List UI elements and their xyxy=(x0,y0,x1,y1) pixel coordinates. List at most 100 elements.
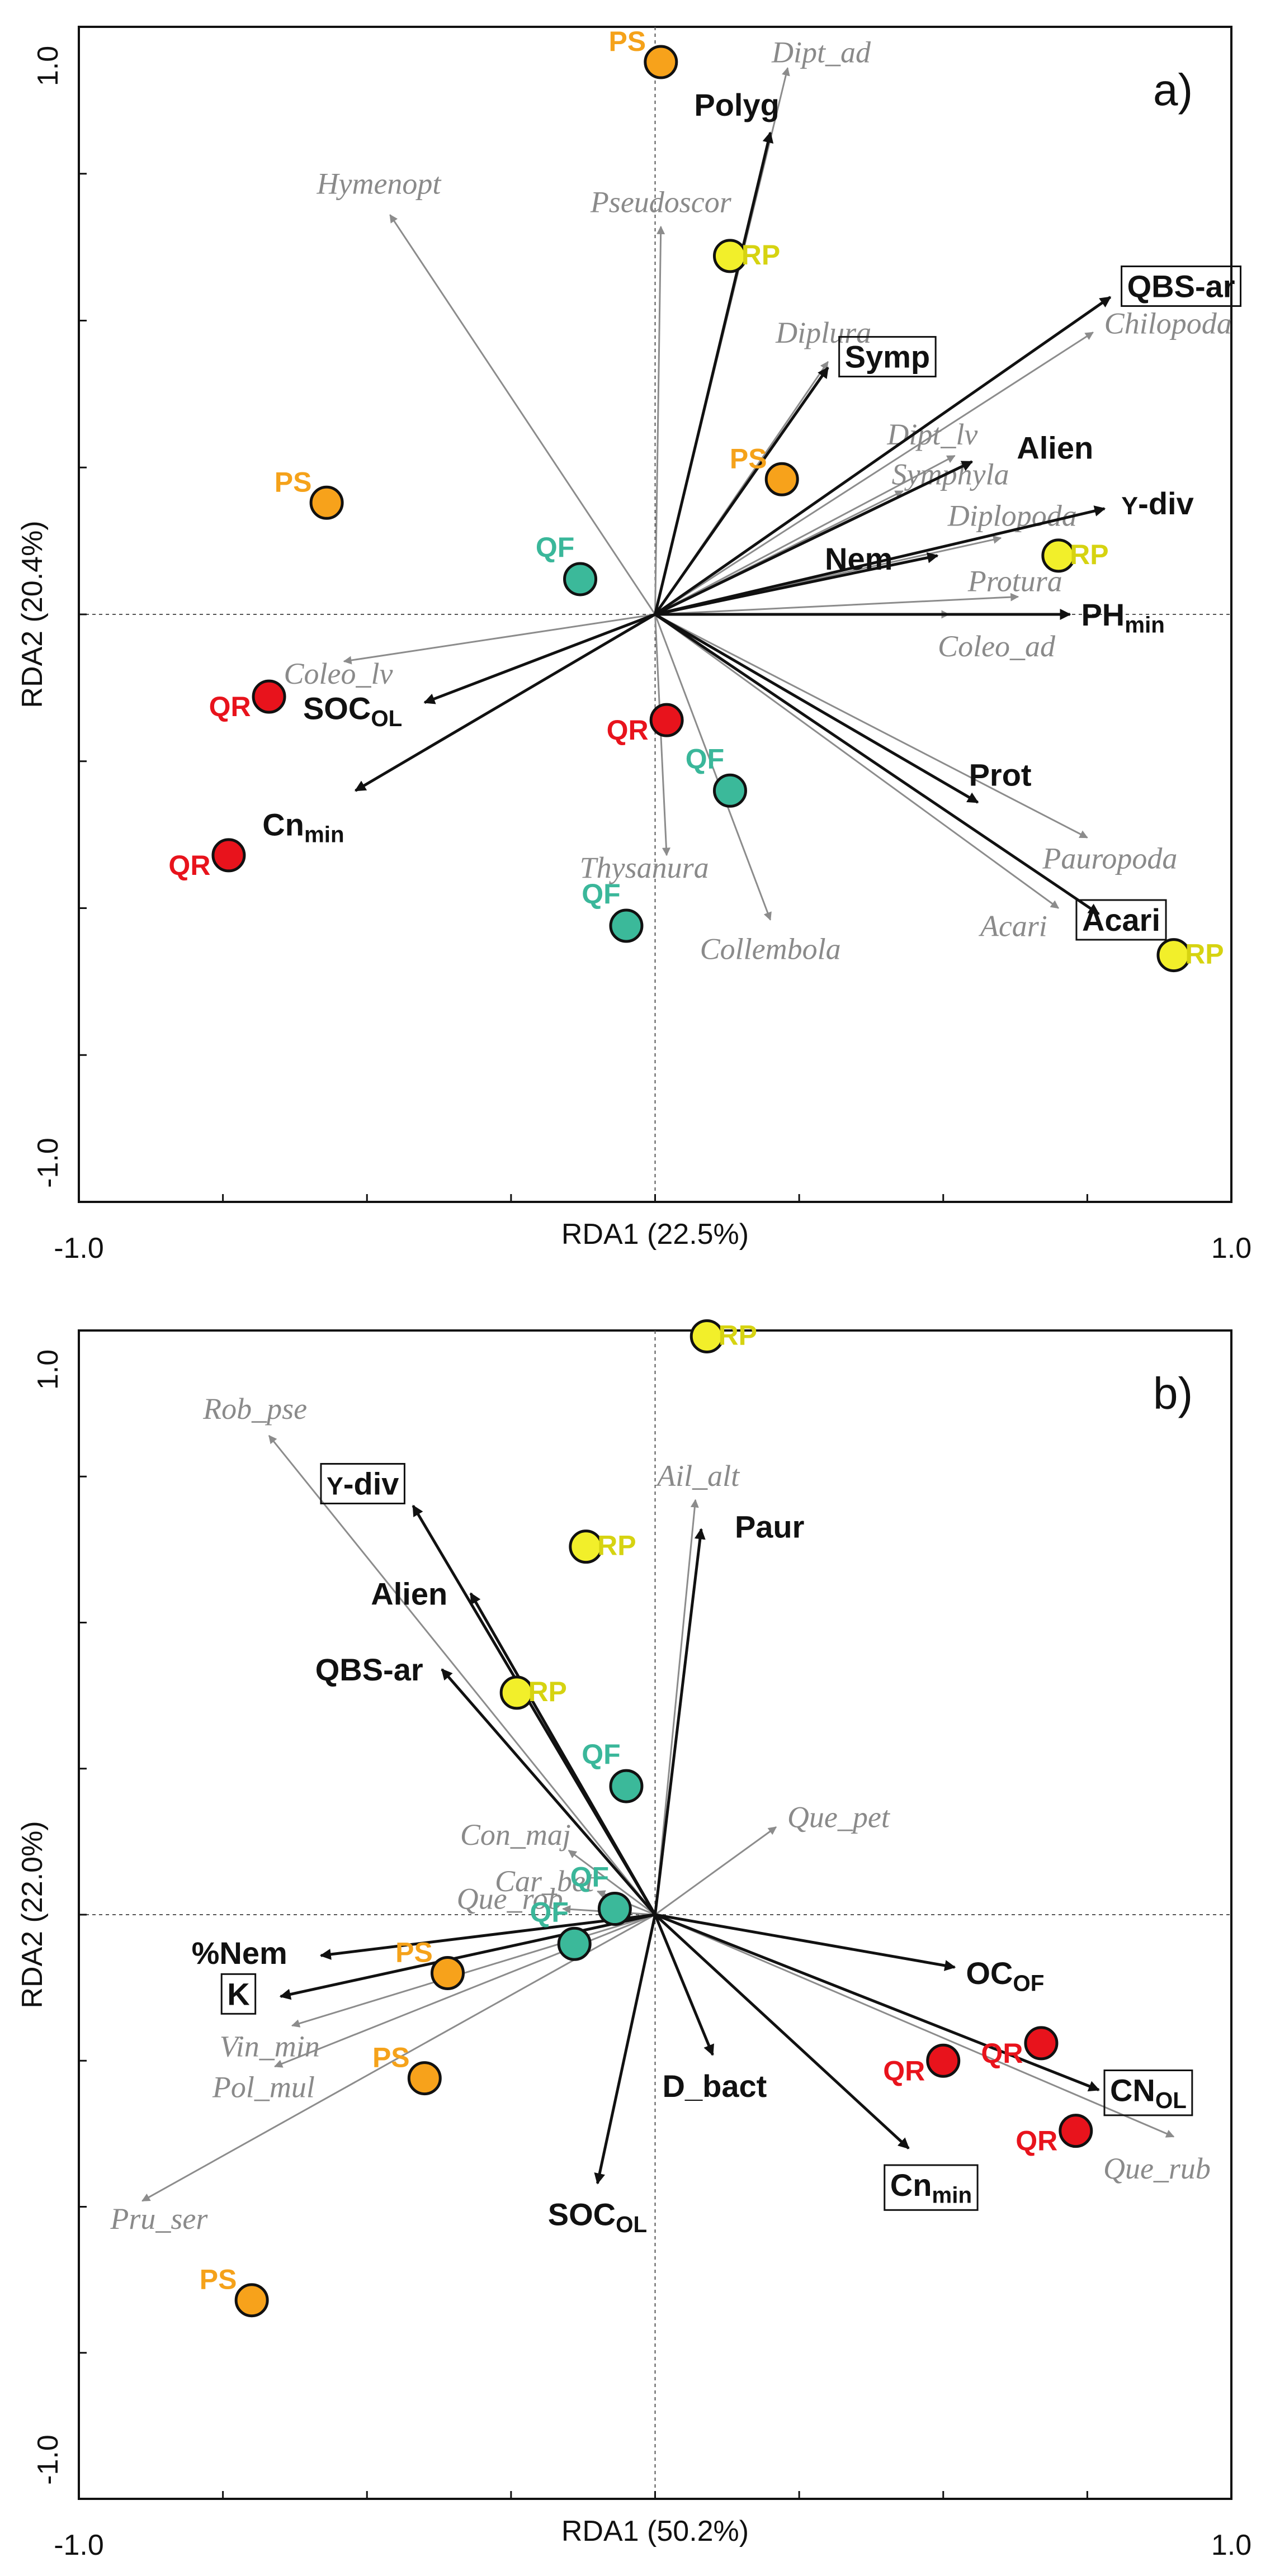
site-point xyxy=(649,703,684,737)
species-label: Car_bet xyxy=(495,1864,595,1898)
species-label: Symphyla xyxy=(892,457,1009,491)
site-point xyxy=(926,2043,961,2078)
species-arrow xyxy=(654,614,772,921)
site-label: RP xyxy=(1070,539,1108,570)
site-label: RP xyxy=(742,239,780,271)
species-arrow xyxy=(273,1914,656,2068)
site-point xyxy=(609,908,644,943)
species-label: Hymenopt xyxy=(317,167,442,200)
species-label: Coleo_ad xyxy=(938,629,1056,663)
env-arrow xyxy=(654,296,1112,616)
site-point xyxy=(609,1769,644,1803)
y-axis-label: RDA2 (20.4%) xyxy=(16,520,49,708)
species-arrow xyxy=(568,1849,656,1916)
species-arrow xyxy=(654,613,1060,909)
site-point xyxy=(309,485,344,520)
species-arrow xyxy=(654,1826,777,1916)
env-arrow xyxy=(654,613,979,804)
x-tick-label: -1.0 xyxy=(54,2529,104,2561)
site-point xyxy=(1059,2114,1093,2148)
site-point xyxy=(234,2283,269,2318)
species-arrow xyxy=(291,1914,655,2028)
site-point xyxy=(1024,2026,1059,2061)
site-point xyxy=(712,773,747,808)
site-point xyxy=(557,1926,592,1961)
site-label: PS xyxy=(730,443,767,474)
site-label: PS xyxy=(275,466,312,498)
species-label: Pol_mul xyxy=(212,2071,315,2104)
site-point xyxy=(597,1892,632,1926)
env-label: Y-div xyxy=(1121,486,1193,521)
site-point xyxy=(252,679,286,714)
site-label: QR xyxy=(883,2055,925,2086)
species-label: Dipt_ad xyxy=(771,36,871,69)
env-arrow xyxy=(654,366,829,615)
env-label: QBS-ar xyxy=(315,1652,423,1687)
env-arrow xyxy=(654,613,1100,916)
species-label: Que_rub xyxy=(1103,2152,1211,2185)
env-arrow xyxy=(594,1914,657,2185)
env-label: Paur xyxy=(735,1509,805,1544)
y-tick-label: 1.0 xyxy=(32,46,64,86)
panel-a: -1.0 1.0 1.0 -1.0 RDA1 (22.5%) RDA2 (20.4%) a)… xyxy=(16,26,1251,1265)
y-tick-label: 1.0 xyxy=(32,1349,64,1390)
env-arrow xyxy=(319,1913,655,1960)
panel-b: -1.0 1.0 1.0 -1.0 RDA1 (50.2%) RDA2 (22.0%) b)… xyxy=(16,1319,1251,2561)
species-label: Que_rob xyxy=(457,1882,563,1916)
env-label: Polyg xyxy=(694,87,779,122)
env-arrow xyxy=(654,1914,910,2149)
species-label: Acari xyxy=(979,910,1047,943)
species-label: Pauropoda xyxy=(1042,841,1177,875)
species-label: Dipt_lv xyxy=(886,418,977,451)
site-label: QR xyxy=(168,850,210,881)
env-label: CNOL xyxy=(1110,2073,1187,2113)
species-label: Rob_pse xyxy=(202,1392,307,1426)
species-label: Collembola xyxy=(700,932,841,966)
site-label: RP xyxy=(597,1530,636,1561)
site-point xyxy=(499,1675,534,1710)
x-axis-label: RDA1 (50.2%) xyxy=(561,2515,749,2547)
env-label: Alien xyxy=(1017,430,1093,466)
env-label-box xyxy=(220,1973,257,2015)
site-point xyxy=(712,239,747,273)
species-label: Thysanura xyxy=(580,851,709,884)
site-label: QR xyxy=(607,714,649,746)
env-arrow xyxy=(441,1668,657,1916)
species-label: Chilopoda xyxy=(1104,307,1232,340)
site-label: QR xyxy=(209,691,251,722)
env-label: Prot xyxy=(969,757,1032,792)
species-arrow xyxy=(343,613,655,665)
site-point xyxy=(563,562,598,596)
env-label-box xyxy=(1121,265,1242,307)
env-arrow xyxy=(469,1592,657,1916)
env-label: Cnmin xyxy=(890,2167,972,2208)
site-label: QF xyxy=(686,743,724,774)
x-tick-label: 1.0 xyxy=(1211,1232,1251,1265)
site-label: PS xyxy=(608,26,646,57)
species-arrow xyxy=(654,454,956,615)
panel-label: a) xyxy=(1153,65,1193,115)
env-label: Y-div xyxy=(327,1466,399,1502)
env-label-box xyxy=(320,1463,405,1504)
env-label: SOCOL xyxy=(548,2197,647,2237)
y-tick-label: -1.0 xyxy=(32,2435,64,2485)
panel-label: b) xyxy=(1153,1368,1193,1418)
env-label-box xyxy=(1103,2070,1193,2116)
env-label-box xyxy=(838,336,937,378)
site-label: PS xyxy=(200,2264,237,2295)
env-label: Acari xyxy=(1082,902,1160,937)
species-arrow xyxy=(389,214,656,615)
species-label: Coleo_lv xyxy=(284,657,393,690)
site-label: PS xyxy=(372,2042,410,2073)
species-arrow xyxy=(654,1499,699,1915)
site-point xyxy=(1041,538,1076,573)
env-label: Cnmin xyxy=(262,807,344,847)
site-label: RP xyxy=(1185,939,1224,970)
site-point xyxy=(211,838,246,873)
x-tick-label: 1.0 xyxy=(1211,2529,1251,2561)
env-label-box xyxy=(1075,899,1167,941)
env-label: OCOF xyxy=(966,1955,1044,1996)
env-arrow xyxy=(354,613,656,792)
env-arrow xyxy=(654,1913,1100,2092)
